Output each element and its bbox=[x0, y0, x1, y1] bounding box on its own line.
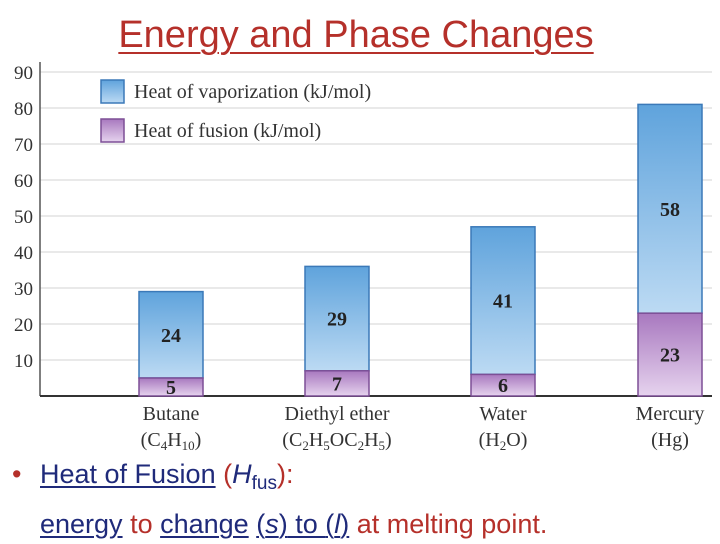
bar-vaporization bbox=[470, 226, 536, 376]
data-label-vaporization: 41 bbox=[493, 291, 513, 313]
category-formula: (C2​H5​OC2​H5​) bbox=[282, 429, 391, 453]
bullet-point: • Heat of Fusion (Hfus): energy to change… bbox=[12, 454, 712, 544]
category-label: Water bbox=[479, 403, 527, 425]
text-to-underlined: to bbox=[287, 509, 326, 539]
paren-open: ( bbox=[215, 459, 233, 489]
category-formula: (C4​H10​) bbox=[141, 429, 202, 453]
data-label-fusion: 6 bbox=[498, 375, 508, 397]
term-energy: energy bbox=[40, 509, 123, 539]
y-tick-label: 70 bbox=[14, 135, 33, 156]
y-tick-label: 30 bbox=[14, 279, 33, 300]
category-label: Butane bbox=[143, 403, 200, 425]
symbol-h-fus: Hfus bbox=[232, 459, 277, 494]
bar-fusion bbox=[138, 377, 204, 397]
legend-label-fusion: Heat of fusion (kJ/mol) bbox=[134, 120, 321, 142]
data-label-vaporization: 58 bbox=[660, 199, 680, 221]
category-formula: (H2​O) bbox=[479, 429, 528, 453]
data-label-fusion: 23 bbox=[660, 345, 680, 367]
y-tick-label: 50 bbox=[14, 207, 33, 228]
y-tick-label: 20 bbox=[14, 315, 33, 336]
term-heat-of-fusion: Heat of Fusion bbox=[40, 459, 216, 489]
data-label-fusion: 5 bbox=[166, 377, 176, 399]
term-liquid: (l) bbox=[325, 509, 350, 539]
bullet-marker: • bbox=[12, 459, 22, 489]
data-label-vaporization: 24 bbox=[161, 325, 181, 347]
y-tick-label: 40 bbox=[14, 243, 33, 264]
bar-vaporization bbox=[138, 290, 204, 379]
term-solid: (s) bbox=[256, 509, 288, 539]
category-formula: (Hg) bbox=[651, 429, 689, 451]
legend-swatch-vaporization bbox=[100, 79, 125, 104]
term-change: change bbox=[160, 509, 249, 539]
legend-swatch-fusion bbox=[100, 118, 125, 143]
bar-fusion bbox=[470, 373, 536, 397]
bar-fusion bbox=[637, 312, 703, 397]
y-tick-label: 80 bbox=[14, 99, 33, 120]
slide-title: Energy and Phase Changes bbox=[118, 14, 594, 56]
category-label: Mercury bbox=[636, 403, 705, 425]
data-label-fusion: 7 bbox=[332, 373, 342, 395]
y-tick-label: 90 bbox=[14, 63, 33, 84]
symbol-subscript: fus bbox=[251, 473, 277, 494]
bar-fusion bbox=[304, 370, 370, 397]
y-tick-label: 60 bbox=[14, 171, 33, 192]
y-tick-label: 10 bbox=[14, 351, 33, 372]
data-label-vaporization: 29 bbox=[327, 309, 347, 331]
bar-chart: 10 20 30 40 50 60 70 80 90 24 5 Butane (C4​H10​) 29 7… bbox=[14, 62, 712, 453]
text-melting-point: at melting point. bbox=[349, 509, 548, 539]
category-label: Diethyl ether bbox=[285, 403, 390, 425]
bar-vaporization bbox=[304, 265, 370, 372]
legend-label-vaporization: Heat of vaporization (kJ/mol) bbox=[134, 81, 371, 103]
text-to: to bbox=[122, 509, 161, 539]
bar-vaporization bbox=[637, 103, 703, 314]
paren-close: ): bbox=[276, 459, 294, 489]
